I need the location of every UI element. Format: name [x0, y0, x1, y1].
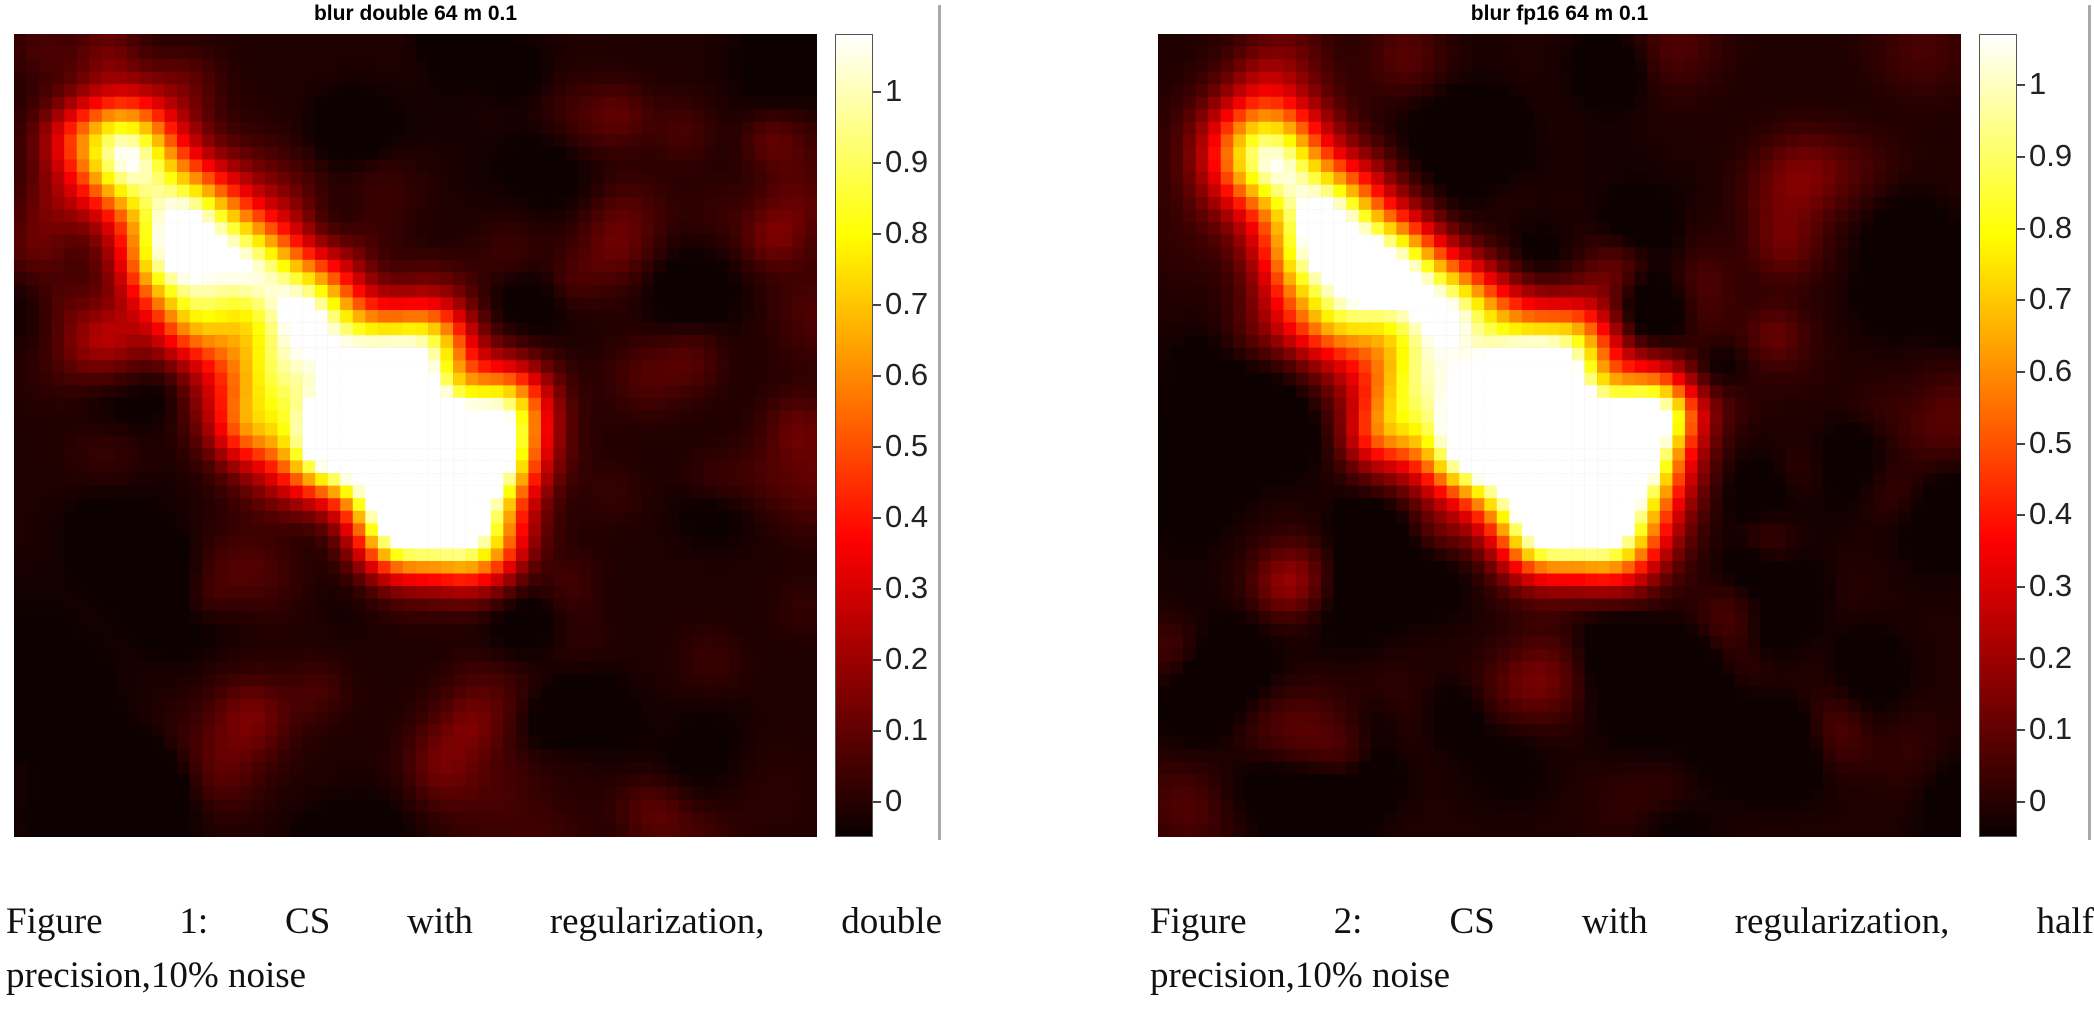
plot-title: blur double 64 m 0.1: [313, 2, 518, 25]
colorbar-tick-label: 1: [872, 72, 903, 108]
figure-frame-edge: [2088, 5, 2091, 840]
colorbar-tick-label: 0.3: [872, 570, 929, 606]
caption-line-2: precision,10% noise: [1150, 955, 1451, 996]
colorbar-tick-label: 0.4: [2016, 496, 2073, 532]
colorbar-tick-label: 1: [2016, 66, 2047, 102]
figure-frame-edge: [938, 5, 941, 840]
colorbar-tick-label: 0.6: [2016, 352, 2073, 388]
colorbar-tick-label: 0.3: [2016, 568, 2073, 604]
figure-caption: Figure 1: CS with regularization, double…: [6, 895, 942, 1003]
heatmap-image: [1158, 34, 1961, 837]
colorbar-tick-label: 0.9: [2016, 137, 2073, 173]
colorbar-tick-label: 0.8: [2016, 209, 2073, 245]
caption-line-2: precision,10% noise: [6, 955, 307, 996]
caption-line-1: Figure 2: CS with regularization, half: [1150, 901, 2094, 942]
colorbar-tick-label: 0.5: [872, 428, 929, 464]
colorbar-tick-label: 0.2: [2016, 639, 2073, 675]
colorbar: [1979, 34, 2017, 837]
colorbar-tick-label: 0.5: [2016, 424, 2073, 460]
colorbar-tick-label: 0: [872, 783, 903, 819]
heatmap-image: [14, 34, 817, 837]
figure-caption: Figure 2: CS with regularization, half p…: [1150, 895, 2094, 1003]
colorbar-tick-label: 0: [2016, 783, 2047, 819]
colorbar-tick-label: 0.1: [2016, 711, 2073, 747]
colorbar-tick-label: 0.9: [872, 143, 929, 179]
colorbar-tick-label: 0.7: [872, 286, 929, 322]
colorbar-tick-label: 0.6: [872, 357, 929, 393]
colorbar-tick-label: 0.1: [872, 712, 929, 748]
colorbar: [835, 34, 873, 837]
colorbar-tick-label: 0.8: [872, 214, 929, 250]
plot-title: blur fp16 64 m 0.1: [1470, 2, 1649, 25]
colorbar-tick-label: 0.7: [2016, 281, 2073, 317]
caption-line-1: Figure 1: CS with regularization, double: [6, 901, 942, 942]
colorbar-tick-label: 0.4: [872, 499, 929, 535]
colorbar-tick-label: 0.2: [872, 641, 929, 677]
